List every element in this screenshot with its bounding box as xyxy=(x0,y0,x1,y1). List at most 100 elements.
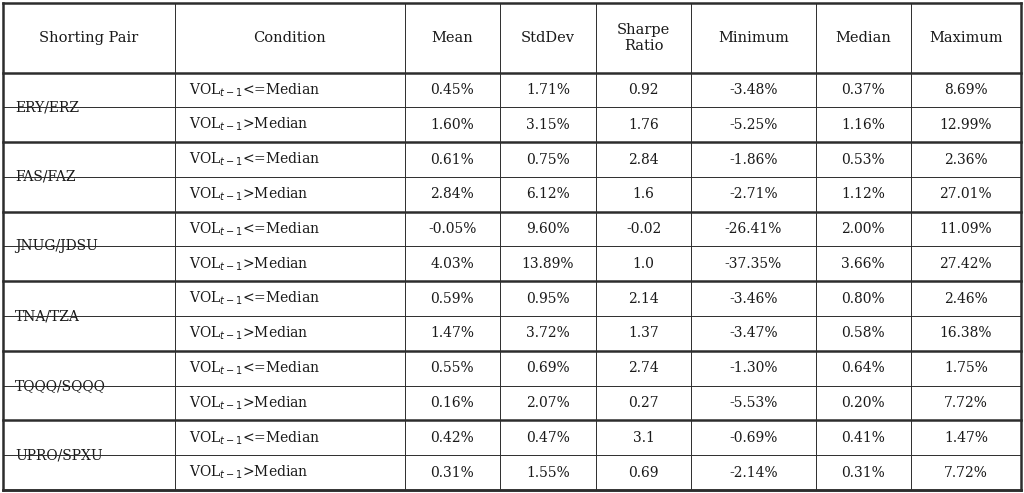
Bar xyxy=(404,177,500,211)
Bar xyxy=(815,72,910,107)
Text: Sharpe
Ratio: Sharpe Ratio xyxy=(617,23,671,53)
Text: 16.38%: 16.38% xyxy=(940,326,992,341)
Bar xyxy=(3,3,175,72)
Text: 2.36%: 2.36% xyxy=(944,152,988,167)
Text: 6.12%: 6.12% xyxy=(526,187,570,201)
Text: JNUG/JDSU: JNUG/JDSU xyxy=(15,240,98,253)
Text: VOL$_{t-1}$<=Median: VOL$_{t-1}$<=Median xyxy=(188,220,319,238)
Bar xyxy=(596,282,691,316)
Bar xyxy=(815,421,910,455)
Bar xyxy=(500,386,596,421)
Bar xyxy=(691,177,815,211)
Bar xyxy=(691,421,815,455)
Text: VOL$_{t-1}$<=Median: VOL$_{t-1}$<=Median xyxy=(188,290,319,307)
Text: 0.69%: 0.69% xyxy=(526,361,569,375)
Text: -5.53%: -5.53% xyxy=(729,396,777,410)
Text: 1.55%: 1.55% xyxy=(526,465,570,480)
Bar xyxy=(815,455,910,490)
Text: 27.01%: 27.01% xyxy=(940,187,992,201)
Bar xyxy=(3,351,175,386)
Text: -5.25%: -5.25% xyxy=(729,118,777,132)
Text: -0.05%: -0.05% xyxy=(428,222,476,236)
Bar xyxy=(404,72,500,107)
Bar xyxy=(815,142,910,177)
Text: 2.14: 2.14 xyxy=(629,292,659,306)
Bar xyxy=(3,455,175,490)
Text: 1.16%: 1.16% xyxy=(841,118,885,132)
Bar xyxy=(404,316,500,351)
Text: 8.69%: 8.69% xyxy=(944,83,988,97)
Bar xyxy=(910,3,1021,72)
Bar xyxy=(691,386,815,421)
Text: 0.41%: 0.41% xyxy=(841,431,885,445)
Text: 2.46%: 2.46% xyxy=(944,292,988,306)
Bar xyxy=(815,282,910,316)
Bar xyxy=(596,421,691,455)
Text: 1.0: 1.0 xyxy=(633,257,654,271)
Bar xyxy=(691,282,815,316)
Text: VOL$_{t-1}$<=Median: VOL$_{t-1}$<=Median xyxy=(188,151,319,168)
Bar xyxy=(691,3,815,72)
Bar xyxy=(404,107,500,142)
Text: VOL$_{t-1}$<=Median: VOL$_{t-1}$<=Median xyxy=(188,359,319,377)
Bar xyxy=(910,351,1021,386)
Bar xyxy=(500,211,596,246)
Text: 0.42%: 0.42% xyxy=(430,431,474,445)
Text: Mean: Mean xyxy=(431,31,473,45)
Bar xyxy=(175,72,404,107)
Bar xyxy=(175,3,404,72)
Bar xyxy=(404,386,500,421)
Bar xyxy=(691,351,815,386)
Bar xyxy=(596,246,691,282)
Bar xyxy=(175,246,404,282)
Bar xyxy=(175,142,404,177)
Text: 0.45%: 0.45% xyxy=(430,83,474,97)
Bar xyxy=(3,107,175,142)
Bar xyxy=(404,455,500,490)
Bar xyxy=(175,282,404,316)
Text: 0.95%: 0.95% xyxy=(526,292,569,306)
Text: -1.30%: -1.30% xyxy=(729,361,777,375)
Text: 2.00%: 2.00% xyxy=(842,222,885,236)
Bar xyxy=(175,386,404,421)
Text: Shorting Pair: Shorting Pair xyxy=(39,31,138,45)
Text: VOL$_{t-1}$<=Median: VOL$_{t-1}$<=Median xyxy=(188,81,319,99)
Bar xyxy=(500,72,596,107)
Text: 0.31%: 0.31% xyxy=(430,465,474,480)
Bar xyxy=(404,246,500,282)
Bar xyxy=(815,316,910,351)
Text: 13.89%: 13.89% xyxy=(522,257,574,271)
Text: 0.27: 0.27 xyxy=(629,396,659,410)
Text: Minimum: Minimum xyxy=(718,31,788,45)
Text: -3.47%: -3.47% xyxy=(729,326,778,341)
Bar xyxy=(404,282,500,316)
Bar xyxy=(3,72,175,107)
Bar xyxy=(3,316,175,351)
Text: StdDev: StdDev xyxy=(521,31,575,45)
Bar xyxy=(596,107,691,142)
Bar xyxy=(815,246,910,282)
Bar xyxy=(404,142,500,177)
Text: -0.69%: -0.69% xyxy=(729,431,777,445)
Bar xyxy=(910,177,1021,211)
Text: 0.20%: 0.20% xyxy=(842,396,885,410)
Text: 0.69: 0.69 xyxy=(629,465,659,480)
Text: -0.02: -0.02 xyxy=(626,222,662,236)
Bar xyxy=(404,351,500,386)
Bar xyxy=(691,455,815,490)
Bar xyxy=(691,72,815,107)
Text: 0.31%: 0.31% xyxy=(842,465,885,480)
Text: 0.75%: 0.75% xyxy=(526,152,570,167)
Text: 0.55%: 0.55% xyxy=(430,361,474,375)
Text: 0.92: 0.92 xyxy=(629,83,659,97)
Text: 3.15%: 3.15% xyxy=(526,118,570,132)
Text: 0.61%: 0.61% xyxy=(430,152,474,167)
Bar xyxy=(404,211,500,246)
Bar xyxy=(175,421,404,455)
Bar xyxy=(500,421,596,455)
Bar xyxy=(175,455,404,490)
Text: 1.60%: 1.60% xyxy=(430,118,474,132)
Bar xyxy=(596,3,691,72)
Text: 2.84%: 2.84% xyxy=(430,187,474,201)
Bar xyxy=(3,246,175,282)
